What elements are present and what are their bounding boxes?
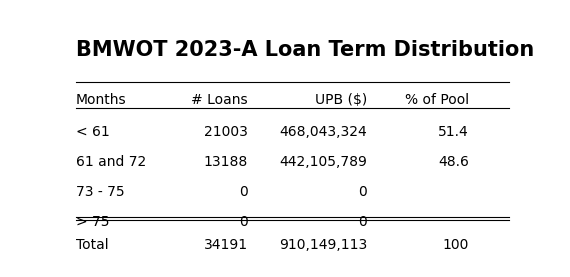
- Text: 48.6: 48.6: [438, 155, 469, 169]
- Text: BMWOT 2023-A Loan Term Distribution: BMWOT 2023-A Loan Term Distribution: [76, 40, 534, 60]
- Text: 51.4: 51.4: [438, 125, 469, 139]
- Text: 0: 0: [359, 214, 367, 229]
- Text: < 61: < 61: [76, 125, 109, 139]
- Text: > 75: > 75: [76, 214, 109, 229]
- Text: UPB ($): UPB ($): [315, 93, 367, 107]
- Text: Months: Months: [76, 93, 127, 107]
- Text: % of Pool: % of Pool: [405, 93, 469, 107]
- Text: 442,105,789: 442,105,789: [279, 155, 367, 169]
- Text: 21003: 21003: [204, 125, 248, 139]
- Text: 0: 0: [239, 214, 248, 229]
- Text: 468,043,324: 468,043,324: [279, 125, 367, 139]
- Text: 13188: 13188: [203, 155, 248, 169]
- Text: # Loans: # Loans: [192, 93, 248, 107]
- Text: 0: 0: [239, 185, 248, 199]
- Text: 34191: 34191: [204, 238, 248, 252]
- Text: Total: Total: [76, 238, 108, 252]
- Text: 910,149,113: 910,149,113: [279, 238, 367, 252]
- Text: 61 and 72: 61 and 72: [76, 155, 146, 169]
- Text: 100: 100: [442, 238, 469, 252]
- Text: 73 - 75: 73 - 75: [76, 185, 124, 199]
- Text: 0: 0: [359, 185, 367, 199]
